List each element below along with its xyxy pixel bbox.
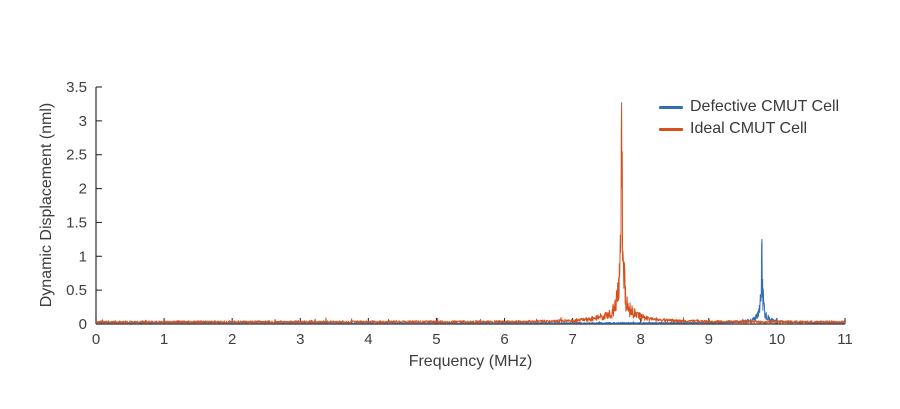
x-tick-label: 5 <box>432 331 440 348</box>
legend-item-defective: Defective CMUT Cell <box>659 96 839 118</box>
x-tick-label: 10 <box>769 331 786 348</box>
y-tick-label: 0 <box>79 316 87 333</box>
x-tick-label: 4 <box>364 331 372 348</box>
y-tick-label: 3 <box>79 113 87 130</box>
x-tick-label: 6 <box>500 331 508 348</box>
x-tick-label: 1 <box>160 331 168 348</box>
x-tick-label: 11 <box>837 331 853 348</box>
legend-label-defective: Defective CMUT Cell <box>690 98 840 115</box>
x-tick-label: 0 <box>92 331 100 348</box>
y-tick-label: 0.5 <box>66 282 87 299</box>
x-tick-label: 8 <box>637 331 645 348</box>
legend-swatch-defective <box>659 105 683 109</box>
legend: Defective CMUT Cell Ideal CMUT Cell <box>659 96 839 140</box>
y-tick-label: 2.5 <box>66 147 87 164</box>
x-tick-label: 7 <box>568 331 576 348</box>
y-tick-label: 2 <box>79 181 87 198</box>
legend-item-ideal: Ideal CMUT Cell <box>659 118 839 140</box>
y-tick-label: 3.5 <box>66 79 87 96</box>
legend-swatch-ideal <box>659 127 683 131</box>
x-tick-label: 2 <box>228 331 236 348</box>
y-tick-label: 1 <box>79 248 87 265</box>
series-path-defective <box>95 238 846 324</box>
y-tick-label: 1.5 <box>66 214 87 231</box>
x-tick-label: 9 <box>705 331 713 348</box>
legend-label-ideal: Ideal CMUT Cell <box>690 120 808 137</box>
x-tick-label: 3 <box>296 331 304 348</box>
series-path-ideal <box>95 102 846 324</box>
